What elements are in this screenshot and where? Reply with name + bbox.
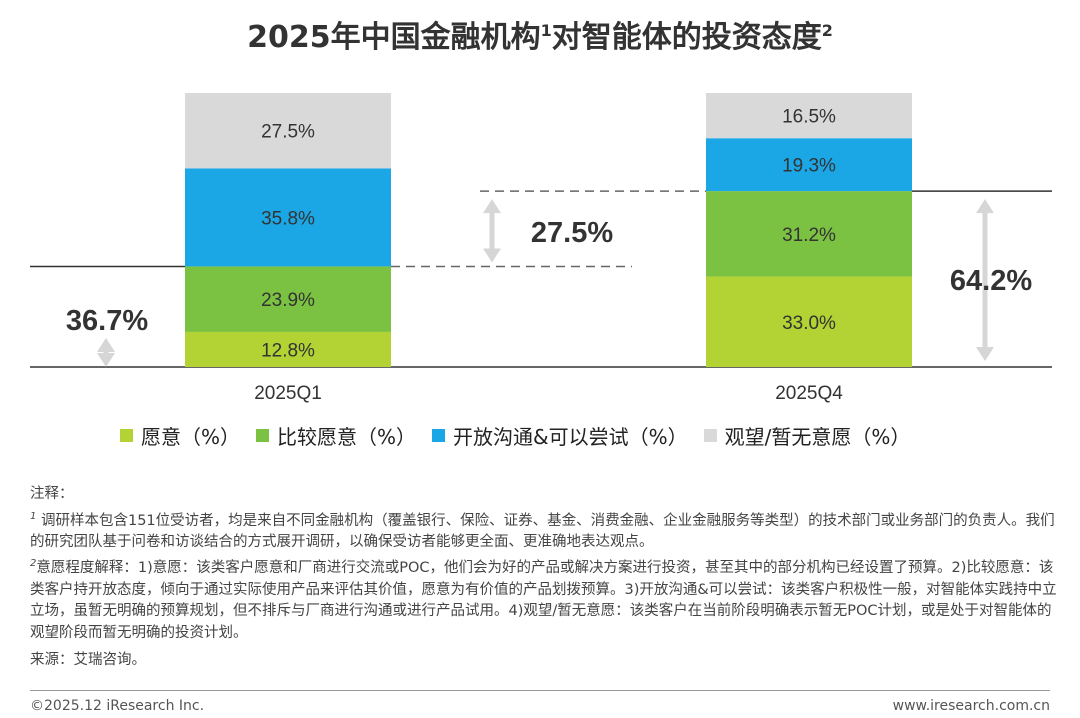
note-2-text: 意愿程度解释：1)意愿：该类客户愿意和厂商进行交流或POC，他们会为好的产品或解… <box>30 560 1057 641</box>
q1-total-arrow-head-up <box>97 338 115 352</box>
stacked-bar-chart: 12.8% 23.9% 35.8% 27.5% 2025Q1 33.0% 31.2% 19.3… <box>30 93 1052 404</box>
legend-item: 开放沟通&可以尝试（%） <box>432 421 688 450</box>
q4-total-arrow-head-up <box>976 199 994 214</box>
legend-swatch <box>120 428 133 442</box>
change-label: 27.5% <box>531 217 613 249</box>
legend-swatch <box>432 428 446 442</box>
data-label: 19.3% <box>782 156 836 177</box>
legend-item: 愿意（%） <box>120 421 240 450</box>
data-label: 23.9% <box>261 290 315 311</box>
change-arrow-head-up <box>483 199 501 214</box>
source-note: 来源：艾瑞咨询。 <box>30 652 146 669</box>
legend-label: 开放沟通&可以尝试（%） <box>453 424 688 449</box>
chart-title: 2025年中国金融机构1对智能体的投资态度2 <box>0 12 1080 56</box>
bar-segment <box>706 276 912 367</box>
data-label: 12.8% <box>261 340 315 361</box>
data-label: 33.0% <box>782 313 836 334</box>
title-text-2: 对智能体的投资态度 <box>551 20 822 55</box>
legend-item: 观望/暂无意愿（%） <box>703 421 911 450</box>
q4-willing-total-label: 64.2% <box>950 265 1032 297</box>
category-label: 2025Q4 <box>775 383 843 404</box>
chart-legend: 愿意（%） 比较愿意（%） 开放沟通&可以尝试（%） 观望/暂无意愿（%） <box>120 420 980 450</box>
title-text: 2025年中国金融机构 <box>247 20 541 55</box>
data-label: 31.2% <box>782 225 836 246</box>
website-text: www.iresearch.com.cn <box>892 698 1050 714</box>
note-1-text: 调研样本包含151位受访者，均是来自不同金融机构（覆盖银行、保险、证券、基金、消… <box>30 512 1055 550</box>
legend-swatch <box>256 428 270 442</box>
title-footnote-1: 1 <box>540 21 552 40</box>
notes-heading: 注释： <box>30 486 74 502</box>
note-1-marker: 1 <box>30 510 37 522</box>
bar-segment <box>706 138 912 192</box>
legend-item: 比较愿意（%） <box>256 421 416 450</box>
note-1: 1 调研样本包含151位受访者，均是来自不同金融机构（覆盖银行、保险、证券、基金… <box>30 506 1060 554</box>
data-label: 35.8% <box>261 208 315 229</box>
legend-swatch <box>703 428 717 442</box>
note-2: 2意愿程度解释：1)意愿：该类客户愿意和厂商进行交流或POC，他们会为好的产品或… <box>30 553 1060 644</box>
category-label: 2025Q1 <box>254 383 322 404</box>
legend-label: 愿意（%） <box>141 424 241 449</box>
data-label: 27.5% <box>261 122 315 143</box>
bar-segment <box>706 93 912 139</box>
legend-label: 比较愿意（%） <box>277 424 417 449</box>
bar-segment <box>706 191 912 277</box>
change-arrow-head-down <box>483 248 501 263</box>
notes-section: 注释： 1 调研样本包含151位受访者，均是来自不同金融机构（覆盖银行、保险、证… <box>30 484 1060 672</box>
bar-segment <box>185 331 391 367</box>
data-label: 16.5% <box>782 107 836 128</box>
footer-divider <box>30 690 1050 691</box>
bar-segment <box>185 93 391 169</box>
note-2-marker: 2 <box>30 558 37 570</box>
q1-willing-total-label: 36.7% <box>66 305 148 337</box>
legend-label: 观望/暂无意愿（%） <box>724 424 911 449</box>
title-footnote-2: 2 <box>821 21 833 40</box>
q1-total-arrow-head-down <box>97 353 115 367</box>
q4-total-arrow-head-down <box>976 347 994 361</box>
copyright-text: ©2025.12 iResearch Inc. <box>30 698 205 714</box>
bar-segment <box>185 168 391 267</box>
bar-segment <box>185 266 391 332</box>
